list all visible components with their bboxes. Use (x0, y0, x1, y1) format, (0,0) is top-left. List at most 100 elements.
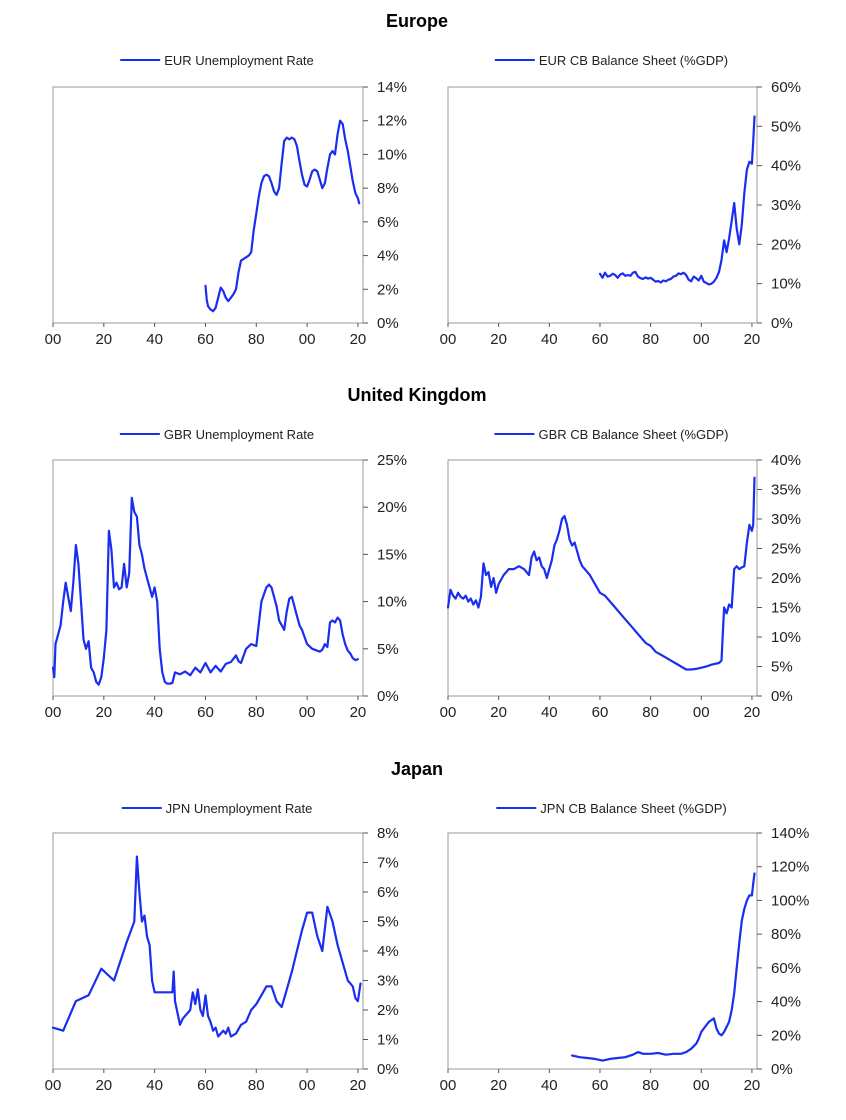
data-point (298, 160, 301, 162)
data-point (695, 668, 697, 670)
data-point (624, 618, 627, 621)
data-point (685, 1051, 687, 1053)
data-point (571, 544, 573, 547)
data-point (103, 657, 105, 659)
data-point (311, 911, 314, 914)
data-point (280, 1006, 283, 1008)
data-point (452, 594, 454, 597)
chart-gbr-unemployment: GBR Unemployment Rate 0% 5% 10% 15% 20% 25% 00 2… (45, 427, 407, 721)
data-point (184, 1015, 186, 1017)
plot-frame (52, 832, 364, 1070)
data-point (358, 202, 361, 205)
data-point (245, 648, 247, 650)
data-point (654, 280, 657, 283)
data-point (265, 586, 268, 589)
y-tick-label: 7% (377, 855, 399, 872)
data-point (298, 624, 301, 626)
data-point (530, 556, 533, 559)
data-point (138, 891, 141, 893)
data-point (336, 944, 339, 946)
data-point (128, 572, 130, 575)
data-point (250, 251, 252, 253)
data-point (752, 141, 754, 143)
y-tick-label: 20% (771, 1027, 801, 1044)
data-point (230, 1035, 232, 1038)
data-point (214, 1026, 217, 1029)
data-point (275, 194, 278, 196)
data-point (677, 272, 680, 275)
data-point (703, 1027, 705, 1030)
data-point (594, 583, 596, 585)
data-point (662, 279, 665, 282)
data-point (705, 665, 708, 668)
plot-frame (52, 459, 364, 697)
data-point (291, 596, 293, 598)
data-point (278, 619, 280, 622)
x-tick-label: 20 (350, 331, 367, 348)
data-point (306, 911, 308, 914)
data-point (313, 168, 316, 171)
data-point (336, 616, 339, 619)
data-point (604, 271, 606, 274)
y-tick-label: 30% (771, 511, 801, 528)
data-point (508, 568, 510, 570)
data-point (700, 666, 703, 669)
data-point (306, 185, 308, 188)
data-point (296, 615, 298, 617)
y-tick-label: 8% (377, 825, 399, 842)
data-point (240, 662, 242, 664)
data-point (235, 288, 237, 291)
data-point (263, 175, 265, 178)
data-point (136, 515, 138, 518)
data-point (601, 1059, 604, 1062)
data-point (92, 671, 95, 674)
data-point (675, 275, 677, 277)
data-point (354, 997, 357, 999)
data-point (743, 908, 746, 910)
data-point (738, 941, 741, 944)
y-tick-label: 30% (771, 197, 801, 214)
data-point (568, 538, 571, 541)
data-point (237, 271, 240, 274)
y-tick-label: 120% (771, 859, 809, 876)
data-point (690, 1048, 692, 1050)
y-tick-label: 4% (377, 943, 399, 960)
x-tick-label: 00 (693, 704, 710, 721)
data-point (270, 586, 273, 589)
data-point (753, 115, 756, 118)
x-tick-label: 80 (248, 1077, 265, 1094)
data-point (649, 645, 652, 647)
data-point (746, 541, 748, 544)
data-point (497, 583, 500, 585)
data-point (303, 184, 306, 186)
data-point (571, 1054, 573, 1057)
data-point (354, 192, 357, 194)
data-point (594, 1058, 596, 1060)
y-tick-label: 1% (377, 1032, 399, 1049)
data-point (146, 577, 148, 579)
data-point (665, 656, 667, 659)
data-point (296, 950, 298, 952)
y-tick-label: 2% (377, 1002, 399, 1019)
data-point (705, 282, 708, 284)
data-point (697, 279, 700, 282)
data-point (720, 659, 723, 662)
y-tick-label: 10% (771, 276, 801, 293)
data-point (573, 541, 576, 544)
data-point (87, 994, 90, 997)
data-point (209, 308, 212, 311)
data-point (308, 178, 311, 181)
data-point (672, 275, 675, 278)
data-point (171, 991, 174, 994)
data-point (634, 630, 637, 632)
data-point (657, 280, 659, 282)
data-point (632, 1053, 634, 1056)
data-point (347, 979, 349, 982)
legend: GBR CB Balance Sheet (%GDP) (494, 427, 729, 442)
data-point (52, 1026, 54, 1029)
data-point (561, 518, 563, 520)
data-point (341, 633, 344, 636)
data-point (225, 1032, 227, 1035)
y-tick-label: 5% (377, 641, 399, 658)
data-point (311, 170, 314, 173)
